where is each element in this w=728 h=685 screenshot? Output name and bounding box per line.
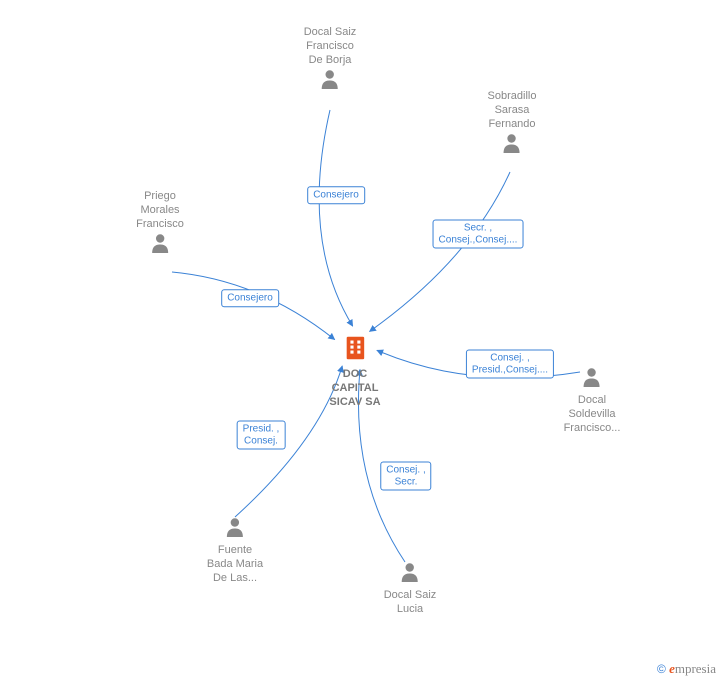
- person-icon: [223, 515, 247, 539]
- person-node[interactable]: Fuente Bada Maria De Las...: [207, 515, 263, 585]
- center-company-node[interactable]: DOC CAPITAL SICAV SA: [329, 333, 380, 409]
- person-label: Fuente Bada Maria De Las...: [207, 544, 263, 585]
- person-icon: [398, 560, 422, 584]
- edge-label: Secr. , Consej.,Consej....: [433, 220, 524, 249]
- edge: [370, 172, 510, 331]
- person-label: Docal Soldevilla Francisco...: [564, 394, 621, 435]
- edge-label: Consej. , Secr.: [380, 462, 431, 491]
- person-node[interactable]: Priego Morales Francisco: [136, 190, 184, 260]
- person-label: Docal Saiz Francisco De Borja: [304, 26, 357, 67]
- person-label: Priego Morales Francisco: [136, 190, 184, 231]
- person-icon: [318, 67, 342, 91]
- edge: [319, 110, 353, 326]
- edge-label: Consejero: [307, 186, 365, 204]
- edge-label: Consej. , Presid.,Consej....: [466, 350, 554, 379]
- edge-label: Consejero: [221, 289, 279, 307]
- person-node[interactable]: Docal Saiz Francisco De Borja: [304, 26, 357, 96]
- watermark: © empresia: [657, 661, 716, 677]
- person-label: Docal Saiz Lucia: [384, 589, 437, 617]
- person-node[interactable]: Sobradillo Sarasa Fernando: [488, 90, 537, 160]
- diagram-canvas: DOC CAPITAL SICAV SA Docal Saiz Francisc…: [0, 0, 728, 685]
- person-icon: [500, 131, 524, 155]
- person-icon: [148, 231, 172, 255]
- person-icon: [580, 365, 604, 389]
- center-label: DOC CAPITAL SICAV SA: [329, 368, 380, 409]
- edge-label: Presid. , Consej.: [237, 421, 286, 450]
- person-node[interactable]: Docal Soldevilla Francisco...: [564, 365, 621, 435]
- person-label: Sobradillo Sarasa Fernando: [488, 90, 537, 131]
- person-node[interactable]: Docal Saiz Lucia: [384, 560, 437, 617]
- building-icon: [340, 333, 370, 363]
